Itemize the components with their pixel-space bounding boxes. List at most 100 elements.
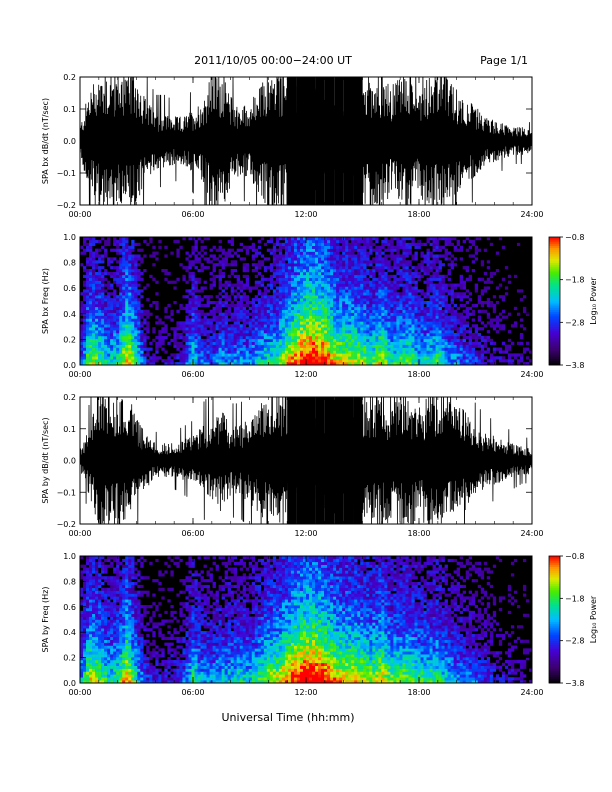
spectrogram-cell	[402, 239, 406, 244]
spectrogram-cell	[101, 330, 105, 334]
spectrogram-cell	[134, 333, 138, 337]
spectrogram-cell	[134, 263, 138, 267]
spectrogram-cell	[405, 333, 409, 337]
spectrogram-cell	[318, 327, 322, 331]
spectrogram-cell	[284, 271, 289, 276]
spectrogram-cell	[98, 274, 102, 279]
spectrogram-cell	[426, 271, 430, 276]
spectrogram-cell	[453, 327, 457, 331]
colorbar-segment	[549, 315, 560, 319]
spectrogram-cell	[89, 350, 93, 354]
spectrogram-cell	[321, 341, 325, 345]
spectrogram-cell	[354, 327, 358, 331]
colorbar-segment	[549, 320, 560, 323]
spectrogram-cell	[218, 347, 222, 351]
spectrogram-cell	[224, 341, 228, 345]
colorbar-segment	[549, 262, 560, 266]
spectrogram-cell	[390, 269, 394, 273]
spectrogram-cell	[293, 362, 298, 365]
spectrogram-cell	[477, 237, 482, 241]
spectrogram-cell	[360, 274, 364, 279]
spectrogram-cell	[104, 347, 108, 351]
spectrogram-cell	[372, 269, 376, 273]
spectrogram-cell	[327, 289, 331, 293]
spectrogram-cell	[197, 280, 201, 284]
spectrogram-cell	[185, 318, 189, 322]
spectrogram-cell	[107, 312, 111, 316]
spectrogram-cell	[137, 330, 141, 334]
spectrogram-cell	[122, 335, 126, 340]
spectrogram-cell	[89, 263, 93, 267]
spectrogram-cell	[342, 292, 346, 296]
spectrogram-cell	[420, 335, 424, 340]
spectrogram-cell	[236, 333, 240, 337]
spectrogram-cell	[378, 254, 382, 258]
spectrogram-cell	[399, 292, 403, 296]
spectrogram-cell	[122, 309, 126, 313]
spectrogram-cell	[432, 309, 436, 313]
spectrogram-cell	[519, 318, 524, 322]
spectrogram-cell	[146, 315, 150, 319]
spectrogram-cell	[459, 245, 463, 249]
spectrogram-cell	[417, 347, 421, 351]
spectrogram-cell	[417, 245, 421, 249]
spectrogram-cell	[131, 295, 135, 299]
spectrogram-cell	[302, 251, 307, 255]
spectrogram-cell	[197, 309, 201, 313]
spectrogram-cell	[227, 341, 231, 345]
spectrogram-cell	[290, 266, 295, 270]
spectrogram-cell	[495, 356, 500, 360]
spectrogram-cell	[299, 274, 304, 279]
spectrogram-cell	[293, 260, 298, 264]
spectrogram-cell	[119, 306, 123, 311]
spectrogram-cell	[393, 298, 397, 302]
spectrogram-cell	[290, 260, 295, 264]
spectrogram-cell	[444, 341, 448, 345]
spectrogram-cell	[143, 254, 147, 258]
spectrogram-cell	[221, 289, 225, 293]
spectrogram-cell	[254, 263, 259, 267]
spectrogram-cell	[218, 269, 222, 273]
spectrogram-cell	[161, 347, 165, 351]
spectrogram-cell	[176, 333, 180, 337]
spectrogram-cell	[468, 353, 473, 357]
spectrogram-cell	[122, 350, 126, 354]
spectrogram-cell	[471, 318, 476, 322]
spectrogram-cell	[218, 248, 222, 252]
spectrogram-cell	[513, 306, 518, 311]
spectrogram-cell	[251, 315, 256, 319]
spectrogram-cell	[369, 245, 373, 249]
spectrogram-cell	[239, 295, 244, 299]
spectrogram-cell	[348, 286, 352, 290]
spectrogram-cell	[504, 344, 509, 348]
spectrogram-cell	[197, 321, 201, 325]
spectrogram-cell	[80, 327, 84, 331]
spectrogram-cell	[119, 269, 123, 273]
spectrogram-cell	[233, 350, 237, 354]
spectrogram-cell	[369, 239, 373, 244]
panels: 00:00 06:00 12:00 18:00 24:00−0.2−0.10.00.10…	[41, 73, 598, 697]
spectrogram-cell	[206, 359, 210, 363]
spectrogram-cell	[302, 362, 307, 365]
spectrogram-cell	[278, 283, 283, 287]
spectrogram-cell	[420, 338, 424, 343]
spectrogram-cell	[402, 237, 406, 241]
spectrogram-cell	[131, 327, 135, 331]
spectrogram-cell	[345, 306, 349, 311]
spectrogram-cell	[89, 248, 93, 252]
spectrogram-cell	[179, 321, 183, 325]
spectrogram-cell	[357, 237, 361, 241]
spectrogram-cell	[122, 318, 126, 322]
spectrogram-cell	[257, 260, 262, 264]
spectrogram-cell	[95, 283, 99, 287]
spectrogram-cell	[390, 333, 394, 337]
spectrogram-cell	[254, 298, 259, 302]
spectrogram-cell	[411, 335, 415, 340]
spectrogram-cell	[330, 248, 334, 252]
spectrogram-cell	[293, 324, 298, 328]
spectrogram-cell	[293, 295, 298, 299]
spectrogram-cell	[357, 257, 361, 261]
spectrogram-cell	[269, 277, 274, 281]
spectrogram-cell	[486, 335, 491, 340]
spectrogram-cell	[299, 254, 304, 258]
